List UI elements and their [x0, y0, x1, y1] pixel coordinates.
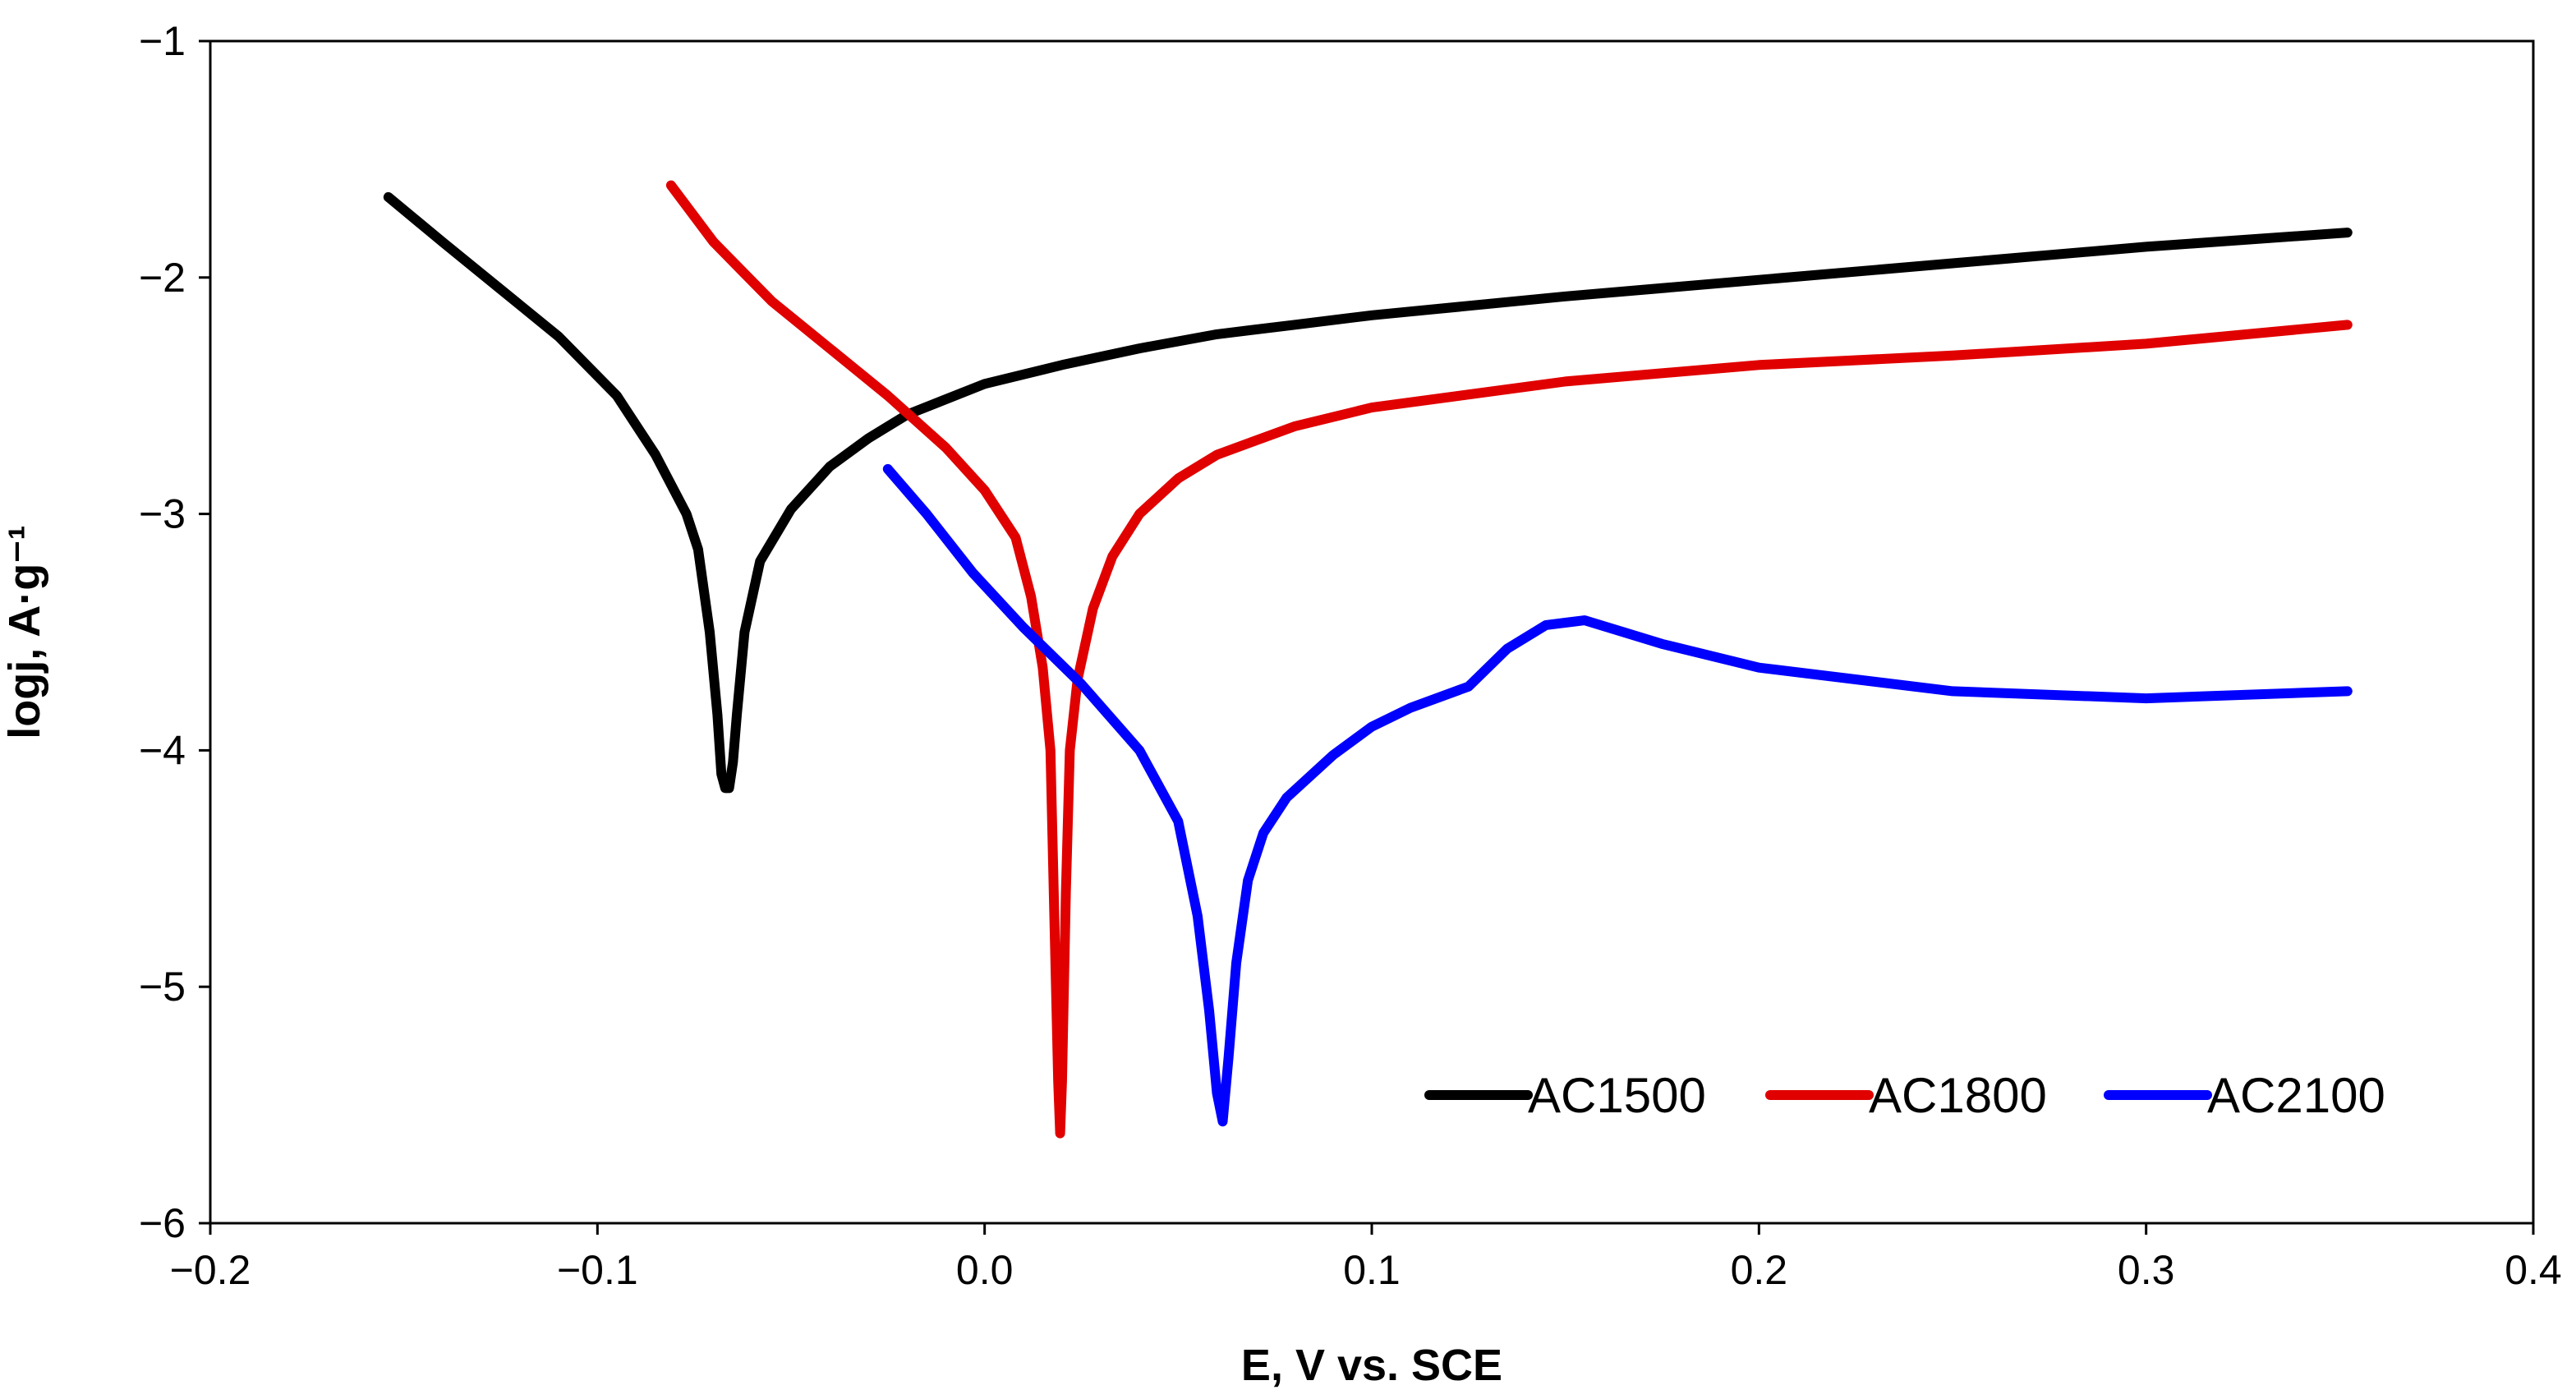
- series-line-ac1800: [665, 180, 2353, 1139]
- x-tick-label: −0.2: [170, 1247, 251, 1293]
- x-tick-label: 0.4: [2505, 1247, 2562, 1293]
- y-axis-title: logj, A·g⁻¹: [0, 525, 49, 739]
- series-line-ac1500: [383, 191, 2353, 794]
- legend-label-ac2100: AC2100: [2207, 1068, 2385, 1123]
- x-tick-label: 0.3: [2118, 1247, 2175, 1293]
- y-tick-label: −2: [139, 255, 186, 301]
- y-tick-label: −1: [139, 18, 186, 64]
- series-line-ac2100: [882, 463, 2353, 1127]
- legend-item-ac1800: AC1800: [1765, 1068, 2047, 1123]
- plot-area-frame: [209, 39, 2535, 1225]
- y-tick-label: −4: [139, 727, 186, 773]
- legend-label-ac1500: AC1500: [1528, 1068, 1706, 1123]
- x-tick-label: −0.1: [557, 1247, 638, 1293]
- legend-item-ac2100: AC2100: [2104, 1068, 2385, 1123]
- x-tick-label: 0.0: [956, 1247, 1014, 1293]
- x-tick-label: 0.1: [1343, 1247, 1401, 1293]
- legend-label-ac1800: AC1800: [1869, 1068, 2047, 1123]
- y-tick-label: −3: [139, 491, 186, 537]
- y-tick-label: −6: [139, 1200, 186, 1246]
- x-tick-label: 0.2: [1731, 1247, 1788, 1293]
- legend: AC1500 AC1800 AC2100: [1424, 1068, 2385, 1123]
- legend-item-ac1500: AC1500: [1424, 1068, 1706, 1123]
- y-tick-label: −5: [139, 964, 186, 1010]
- x-axis-title: E, V vs. SCE: [1241, 1341, 1502, 1390]
